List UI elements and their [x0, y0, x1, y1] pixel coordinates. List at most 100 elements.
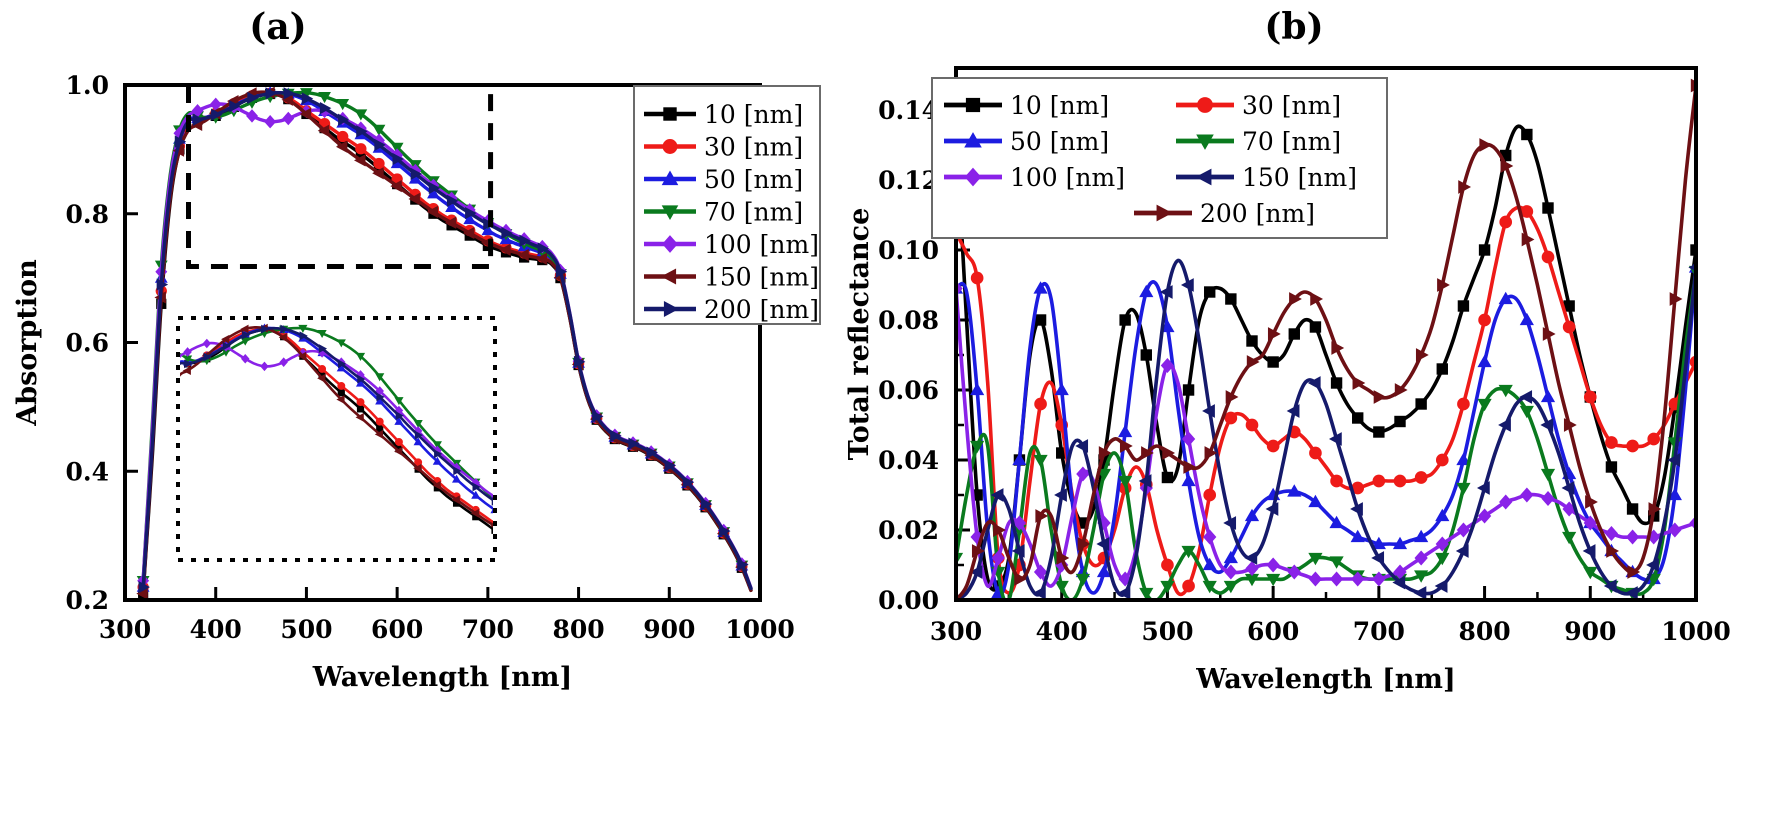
legend-label: 30 [nm] — [1242, 91, 1341, 120]
data-marker — [1225, 390, 1239, 404]
data-marker — [1119, 439, 1133, 453]
y-tick-label: 0.08 — [878, 306, 939, 335]
data-marker — [408, 192, 420, 206]
legend-item-10nm[interactable]: 10 [nm] — [944, 91, 1109, 120]
legend-item-10nm[interactable]: 10 [nm] — [644, 100, 803, 129]
legend-label: 70 [nm] — [704, 198, 803, 227]
data-marker — [1498, 418, 1511, 432]
data-marker — [1542, 327, 1556, 341]
legend-item-30nm[interactable]: 30 [nm] — [644, 133, 803, 162]
data-marker — [970, 382, 985, 396]
data-marker — [610, 429, 622, 442]
data-marker — [1585, 495, 1598, 509]
data-marker — [1161, 471, 1174, 484]
data-marker — [1647, 432, 1661, 446]
data-marker — [969, 565, 983, 579]
legend-item-100nm[interactable]: 100 [nm] — [644, 230, 819, 259]
data-marker — [1077, 537, 1091, 551]
data-marker — [1156, 204, 1173, 222]
y-axis-title: Total reflectance — [844, 208, 875, 461]
legend-item-200nm[interactable]: 200 [nm] — [1134, 199, 1315, 228]
data-marker — [1414, 529, 1429, 543]
data-marker — [301, 92, 314, 105]
data-marker — [663, 107, 677, 121]
data-marker — [1035, 509, 1049, 523]
data-marker — [278, 333, 287, 342]
data-marker — [1690, 244, 1694, 256]
legend-item-150nm[interactable]: 150 [nm] — [1176, 163, 1357, 192]
data-marker — [390, 179, 402, 193]
data-marker — [317, 124, 330, 137]
data-marker — [372, 124, 386, 136]
data-marker — [336, 363, 346, 372]
legend-item-70nm[interactable]: 70 [nm] — [644, 198, 803, 227]
data-marker — [1477, 354, 1492, 368]
data-marker — [280, 324, 289, 334]
data-marker — [1162, 446, 1175, 460]
data-marker — [517, 248, 529, 262]
data-marker — [1034, 397, 1047, 411]
data-marker — [1330, 377, 1343, 389]
data-marker — [628, 437, 640, 450]
data-marker — [1202, 580, 1217, 594]
y-tick-label: 0.12 — [878, 166, 939, 195]
data-marker — [958, 552, 964, 562]
data-marker — [1096, 468, 1112, 482]
panel-b-title: (b) — [1264, 6, 1324, 48]
data-marker — [1373, 426, 1385, 438]
data-marker — [1266, 573, 1281, 587]
data-marker — [1604, 525, 1619, 542]
data-marker — [1138, 474, 1152, 488]
data-marker — [463, 213, 477, 225]
data-marker — [395, 411, 404, 421]
legend-item-150nm[interactable]: 150 [nm] — [644, 263, 819, 292]
data-marker — [374, 429, 384, 439]
data-marker — [279, 357, 288, 367]
legend-item-50nm[interactable]: 50 [nm] — [644, 165, 803, 194]
legend-item-100nm[interactable]: 100 [nm] — [944, 163, 1125, 192]
legend-item-70nm[interactable]: 70 [nm] — [1176, 127, 1341, 156]
data-marker — [1183, 460, 1197, 474]
x-tick-label: 1000 — [1661, 617, 1731, 646]
y-tick-label: 1.0 — [66, 71, 110, 100]
data-marker — [165, 375, 172, 382]
data-marker — [499, 243, 511, 256]
data-marker — [661, 205, 679, 220]
data-marker — [1519, 405, 1534, 419]
data-marker — [282, 111, 295, 126]
panel-b-legend[interactable]: 10 [nm] 30 [nm] 50 [nm] 70 [nm] 100 [nm] 150 … — [931, 77, 1388, 239]
data-marker — [1287, 484, 1302, 497]
data-marker — [1435, 508, 1450, 522]
data-marker — [1117, 586, 1131, 598]
data-marker — [537, 242, 550, 255]
data-marker — [1690, 78, 1694, 93]
data-marker — [1456, 452, 1471, 466]
data-marker — [1605, 436, 1618, 449]
data-marker — [1076, 466, 1090, 482]
panel-b-plot: 300 400 500 600 700 800 900 1000 0.00 0.02 0.04 0.0… — [844, 66, 1731, 695]
legend-item-50nm[interactable]: 50 [nm] — [944, 127, 1109, 156]
legend-item-30nm[interactable]: 30 [nm] — [1176, 91, 1341, 120]
data-marker — [1372, 571, 1386, 587]
data-marker — [1056, 551, 1070, 565]
panel-a-legend[interactable]: 10 [nm] 30 [nm] 50 [nm] 70 [nm] 100 [nm] 150 … — [633, 85, 821, 325]
data-marker — [1181, 545, 1196, 559]
data-marker — [1309, 446, 1322, 460]
data-marker — [1478, 244, 1491, 256]
data-marker — [165, 378, 172, 386]
legend-item-200nm[interactable]: 200 [nm] — [644, 295, 819, 324]
data-marker — [413, 420, 423, 429]
data-marker — [1096, 537, 1110, 551]
data-marker — [1500, 159, 1514, 173]
inset-plot — [165, 323, 493, 534]
data-marker — [410, 167, 423, 180]
data-marker — [1223, 580, 1238, 594]
data-marker — [203, 352, 212, 362]
data-marker — [240, 324, 249, 334]
data-marker — [472, 482, 481, 492]
data-marker — [1054, 382, 1069, 396]
data-marker — [318, 344, 328, 353]
data-marker — [1372, 474, 1386, 488]
data-marker — [662, 235, 678, 253]
y-tick-label: 0.14 — [878, 96, 939, 125]
